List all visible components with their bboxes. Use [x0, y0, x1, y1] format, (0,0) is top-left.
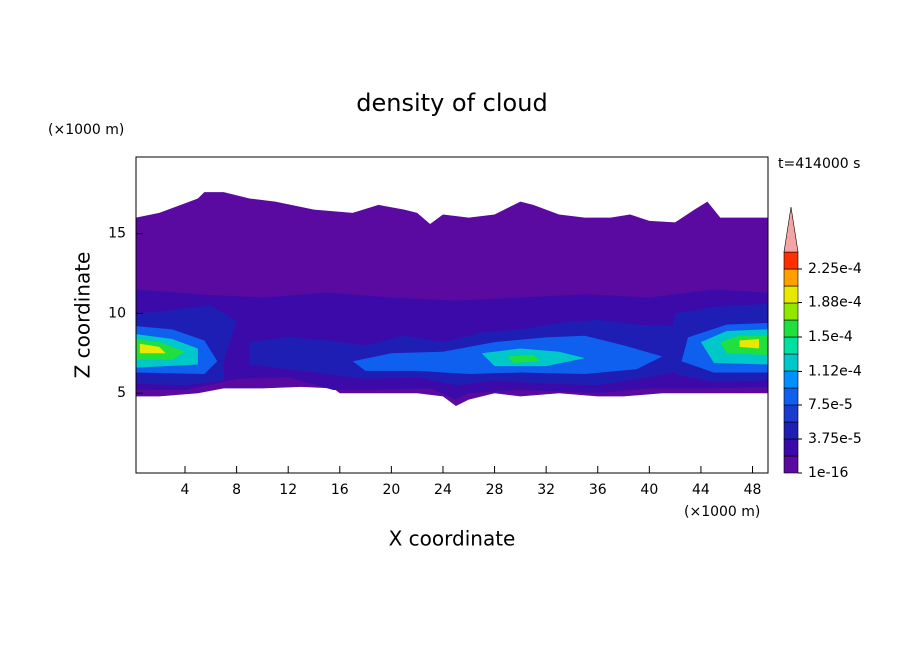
- contour-region: [139, 343, 166, 354]
- colorbar-box: [783, 455, 799, 474]
- x-tick-label: 44: [692, 482, 710, 498]
- x-tick-label: 36: [589, 482, 607, 498]
- x-tick-label: 48: [744, 482, 762, 498]
- colorbar-tick-label: 7.5e-5: [808, 397, 853, 413]
- colorbar-tick-label: 1.5e-4: [808, 329, 853, 345]
- colorbar-tick-label: 1.12e-4: [808, 363, 862, 379]
- colorbar-box: [783, 353, 799, 372]
- x-tick-label: 40: [640, 482, 658, 498]
- y-tick-label: 5: [117, 385, 126, 401]
- colorbar-box: [783, 336, 799, 355]
- x-tick-label: 4: [181, 482, 190, 498]
- colorbar-box: [783, 268, 799, 287]
- x-tick-label: 12: [279, 482, 297, 498]
- y-tick-label: 10: [108, 305, 126, 321]
- contour-region: [739, 338, 759, 349]
- colorbar-box: [783, 319, 799, 338]
- x-tick-label: 20: [382, 482, 400, 498]
- contour-field: [136, 192, 768, 406]
- x-tick-label: 24: [434, 482, 452, 498]
- x-tick-label: 16: [331, 482, 349, 498]
- colorbar-box: [783, 404, 799, 423]
- y-unit: (×1000 m): [48, 122, 124, 138]
- colorbar-box: [783, 438, 799, 457]
- plot-frame: [135, 156, 769, 474]
- colorbar-tick-label: 3.75e-5: [808, 431, 862, 447]
- x-tick-label: 32: [537, 482, 555, 498]
- x-tick-label: 8: [232, 482, 241, 498]
- colorbar-tick-label: 1.88e-4: [808, 295, 862, 311]
- x-axis-label: X coordinate: [389, 527, 516, 551]
- x-unit: (×1000 m): [684, 504, 760, 520]
- colorbar-tick-label: 2.25e-4: [808, 261, 862, 277]
- x-tick-label: 28: [486, 482, 504, 498]
- y-axis-label: Z coordinate: [71, 252, 95, 379]
- chart-title: density of cloud: [356, 89, 547, 117]
- contour-region: [507, 354, 540, 363]
- colorbar-box: [783, 387, 799, 406]
- colorbar-box: [783, 421, 799, 440]
- colorbar-box: [783, 302, 799, 321]
- time-label: t=414000 s: [778, 156, 860, 172]
- colorbar-box: [783, 370, 799, 389]
- colorbar-box: [783, 285, 799, 304]
- colorbar-extend: [783, 206, 799, 253]
- colorbar-box: [783, 251, 799, 270]
- colorbar-tick-label: 1e-16: [808, 465, 848, 481]
- y-tick-label: 15: [108, 226, 126, 242]
